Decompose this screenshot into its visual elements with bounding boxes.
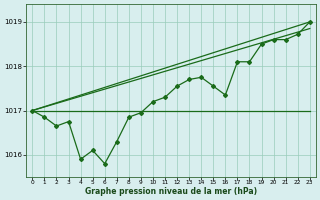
X-axis label: Graphe pression niveau de la mer (hPa): Graphe pression niveau de la mer (hPa)	[85, 187, 257, 196]
